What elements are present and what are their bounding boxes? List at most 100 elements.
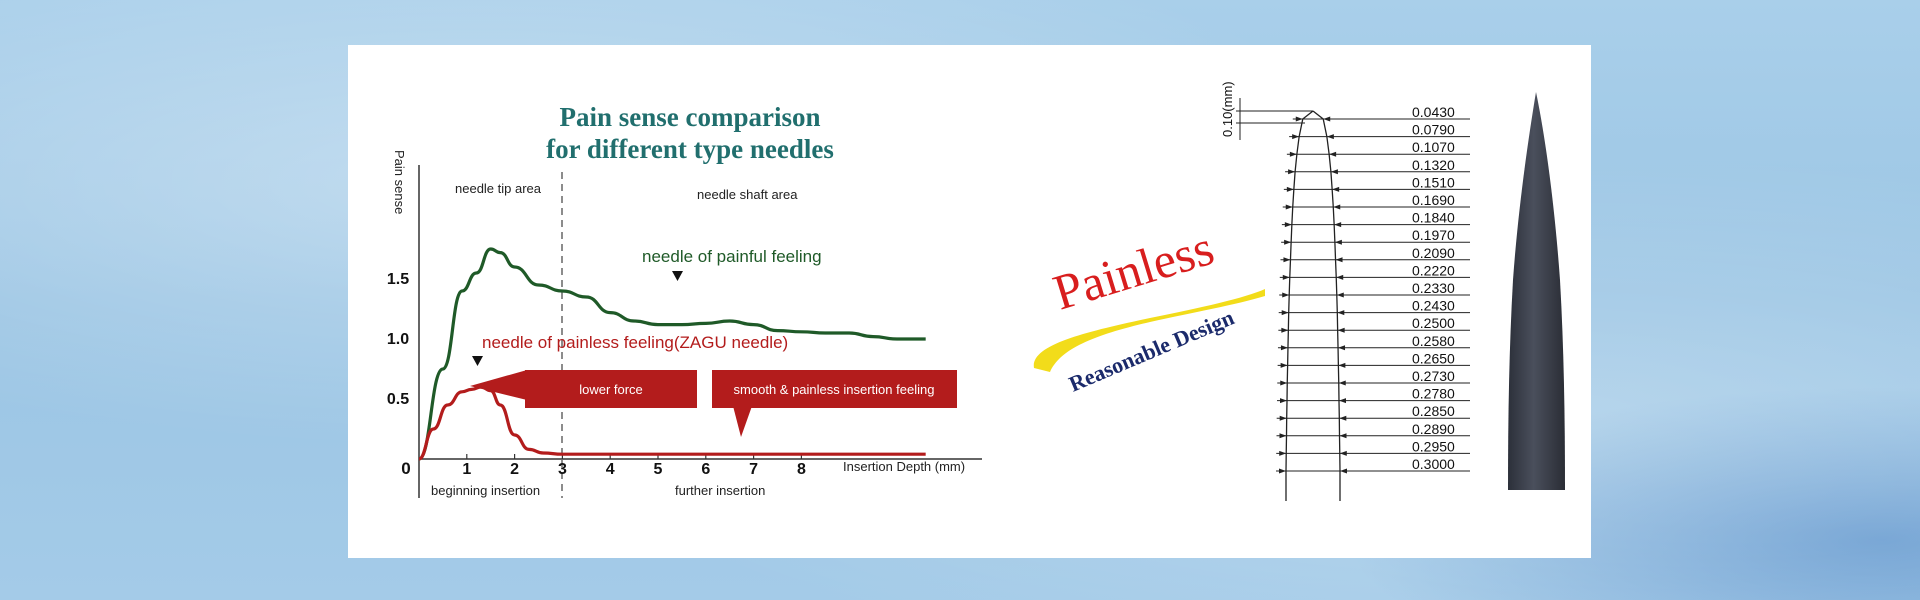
diameter-arrow-right-icon-2 <box>1329 151 1337 157</box>
diameter-arrow-right-icon-17 <box>1339 415 1347 421</box>
diameter-arrow-right-icon-18 <box>1339 433 1347 439</box>
diameter-value-7: 0.1970 <box>1412 227 1455 243</box>
diameter-arrow-left-icon-8 <box>1283 257 1291 263</box>
diameter-value-13: 0.2580 <box>1412 333 1455 349</box>
diameter-arrow-right-icon-20 <box>1340 468 1347 474</box>
x-ticks: 1 2 3 4 5 6 7 8 <box>462 454 806 478</box>
diameter-arrow-left-icon-18 <box>1279 433 1287 439</box>
diameter-arrow-left-icon-14 <box>1280 362 1288 368</box>
painless-label-prefix: needle of painless feeling( <box>482 333 680 352</box>
needle-shaft-area-label: needle shaft area <box>697 187 798 202</box>
diameter-value-5: 0.1690 <box>1412 192 1455 208</box>
needle-tip-area-label: needle tip area <box>455 181 542 196</box>
diameter-value-14: 0.2650 <box>1412 350 1455 366</box>
diameter-arrow-right-icon-15 <box>1338 380 1346 386</box>
diameter-arrow-left-icon-13 <box>1280 345 1288 351</box>
diameter-arrow-left-icon-4 <box>1286 186 1294 192</box>
chart-title-line2: for different type needles <box>546 134 834 164</box>
diameter-arrow-left-icon-5 <box>1285 204 1293 210</box>
x-tick-label-1: 2 <box>510 461 519 478</box>
painful-marker-icon <box>672 271 683 281</box>
lower-force-callout-text: lower force <box>579 382 643 397</box>
diameter-arrow-left-icon-0 <box>1295 116 1303 122</box>
diameter-value-0: 0.0430 <box>1412 104 1455 120</box>
diameter-arrow-left-icon-10 <box>1282 292 1290 298</box>
x-axis-label: Insertion Depth (mm) <box>843 459 965 474</box>
lower-force-callout-pointer <box>470 370 527 400</box>
needle-profile-left <box>1285 110 1314 501</box>
series-group <box>418 247 926 461</box>
needle-top-dimension: 0.10(mm) <box>1220 81 1235 137</box>
diameter-value-15: 0.2730 <box>1412 368 1455 384</box>
x-tick-label-4: 5 <box>654 461 663 478</box>
diameter-value-18: 0.2890 <box>1412 421 1455 437</box>
beginning-insertion-label: beginning insertion <box>431 483 540 498</box>
diameter-arrow-right-icon-19 <box>1339 450 1347 456</box>
diameter-arrow-left-icon-9 <box>1282 274 1290 280</box>
diameter-arrow-left-icon-17 <box>1279 415 1287 421</box>
y-tick-label-2: 1.5 <box>387 271 409 288</box>
needle-silhouette <box>1508 92 1565 490</box>
painful-series-label: needle of painful feeling <box>642 247 822 266</box>
y-axis-label: Pain sense <box>392 150 407 214</box>
diameter-arrow-right-icon-3 <box>1330 169 1338 175</box>
diameter-arrow-right-icon-7 <box>1334 239 1342 245</box>
painless-label-brand: ZAGU <box>680 333 727 352</box>
diameter-value-3: 0.1320 <box>1412 157 1455 173</box>
diameter-arrow-right-icon-0 <box>1323 116 1331 122</box>
diameter-arrow-left-icon-12 <box>1281 327 1289 333</box>
x-tick-label-3: 4 <box>606 461 615 478</box>
diameter-arrow-left-icon-15 <box>1280 380 1288 386</box>
diameter-arrow-right-icon-14 <box>1338 362 1346 368</box>
diameter-arrow-left-icon-3 <box>1288 169 1296 175</box>
diameter-value-11: 0.2430 <box>1412 298 1455 314</box>
series-line-1 <box>418 385 926 461</box>
diameter-arrow-right-icon-6 <box>1334 222 1342 228</box>
diameter-value-4: 0.1510 <box>1412 174 1455 190</box>
diameter-value-10: 0.2330 <box>1412 280 1455 296</box>
diameter-arrow-right-icon-5 <box>1333 204 1341 210</box>
diameter-arrow-right-icon-11 <box>1337 310 1345 316</box>
needle-profile-right <box>1312 110 1341 501</box>
diameter-arrow-left-icon-20 <box>1279 468 1286 474</box>
diameter-value-9: 0.2220 <box>1412 262 1455 278</box>
painless-slogan: Painless <box>1047 219 1220 320</box>
chart-title-line1: Pain sense comparison <box>559 102 820 132</box>
y-ticks: 0.5 1.0 1.5 <box>387 271 409 408</box>
diameter-value-19: 0.2950 <box>1412 438 1455 454</box>
diameter-arrow-left-icon-7 <box>1284 239 1292 245</box>
x-tick-label-7: 8 <box>797 461 806 478</box>
painless-series-label: needle of painless feeling(ZAGU needle) <box>482 333 788 352</box>
diameter-arrow-right-icon-13 <box>1338 345 1346 351</box>
diameter-arrow-right-icon-16 <box>1338 398 1346 404</box>
smooth-callout-box <box>712 370 957 408</box>
diameter-value-17: 0.2850 <box>1412 403 1455 419</box>
diameter-arrow-left-icon-19 <box>1279 450 1287 456</box>
diameter-arrow-right-icon-10 <box>1336 292 1344 298</box>
diameter-arrow-left-icon-16 <box>1280 398 1288 404</box>
y-tick-label-0: 0.5 <box>387 391 409 408</box>
diameter-arrow-right-icon-4 <box>1332 186 1340 192</box>
diameter-arrow-left-icon-1 <box>1292 134 1300 140</box>
origin-label: 0 <box>401 459 410 478</box>
x-tick-label-5: 6 <box>701 461 710 478</box>
x-tick-label-6: 7 <box>749 461 758 478</box>
diameter-value-6: 0.1840 <box>1412 210 1455 226</box>
diameter-value-1: 0.0790 <box>1412 122 1455 138</box>
diameter-value-20: 0.3000 <box>1412 456 1455 472</box>
diameter-value-8: 0.2090 <box>1412 245 1455 261</box>
diameter-arrow-left-icon-6 <box>1284 222 1292 228</box>
x-tick-label-2: 3 <box>558 461 567 478</box>
x-tick-label-0: 1 <box>462 461 471 478</box>
painless-label-suffix: needle) <box>727 333 788 352</box>
further-insertion-label: further insertion <box>675 483 765 498</box>
diameter-arrow-right-icon-12 <box>1337 327 1345 333</box>
diameter-value-16: 0.2780 <box>1412 386 1455 402</box>
diameter-arrow-right-icon-9 <box>1336 274 1344 280</box>
diameter-arrow-right-icon-8 <box>1335 257 1343 263</box>
diameter-value-2: 0.1070 <box>1412 139 1455 155</box>
diameter-arrow-left-icon-2 <box>1289 151 1297 157</box>
smooth-callout-pointer <box>733 406 752 437</box>
